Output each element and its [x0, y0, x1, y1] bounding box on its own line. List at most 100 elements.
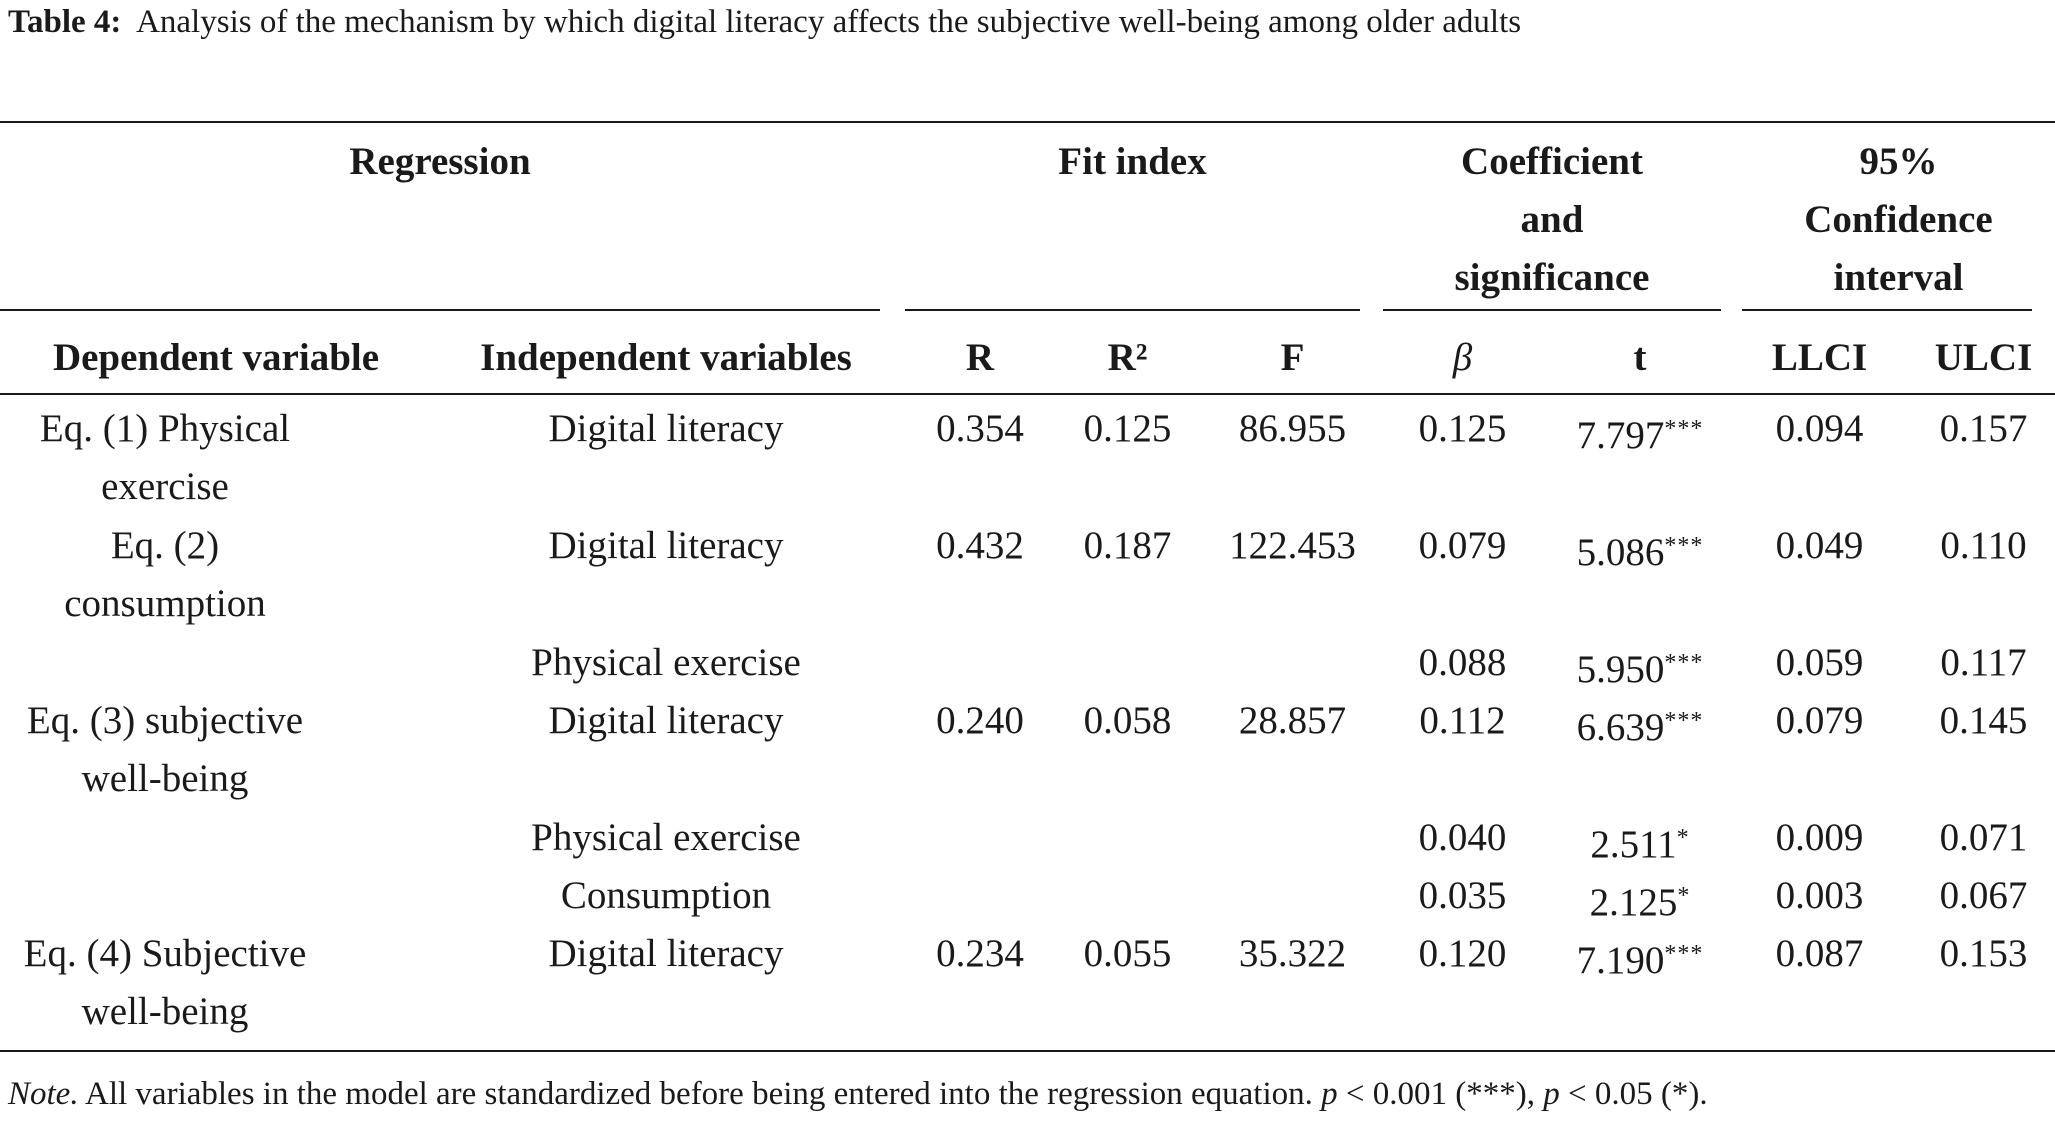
- cell-llci: 0.049: [1775, 524, 1864, 567]
- cell-independent-variable: Physical exercise: [531, 641, 801, 684]
- dependent-variable-line: Eq. (2): [110, 524, 220, 567]
- header-coefficient: Coefficient and significance: [1383, 133, 1721, 307]
- cell-r-squared: 0.187: [1083, 524, 1172, 567]
- rule-confidence-interval: [1742, 309, 2032, 311]
- cell-independent-variable: Digital literacy: [548, 407, 784, 450]
- cell-independent-variable: Digital literacy: [548, 699, 784, 742]
- cell-r-squared: 0.058: [1083, 699, 1172, 742]
- header-ci-line2: Confidence: [1804, 198, 1993, 241]
- cell-t: 7.797***: [1540, 400, 1740, 465]
- note-p1-text: < 0.001 (***),: [1345, 1076, 1535, 1112]
- table-note: Note. All variables in the model are sta…: [8, 1072, 1708, 1116]
- table-top-rule: [0, 121, 2055, 123]
- significance-stars: ***: [1664, 416, 1704, 442]
- col-f: F: [1280, 336, 1305, 379]
- cell-f: 86.955: [1238, 407, 1347, 450]
- cell-llci: 0.059: [1775, 641, 1864, 684]
- header-coefficient-line3: significance: [1454, 256, 1650, 299]
- cell-beta: 0.035: [1418, 874, 1507, 917]
- rule-regression: [0, 309, 880, 311]
- cell-llci: 0.094: [1775, 407, 1864, 450]
- cell-llci: 0.079: [1775, 699, 1864, 742]
- col-ulci: ULCI: [1934, 336, 2033, 379]
- significance-stars: ***: [1664, 650, 1704, 676]
- rule-fit-index: [905, 309, 1360, 311]
- cell-t: 7.190***: [1540, 925, 1740, 990]
- col-beta: β: [1452, 336, 1473, 379]
- cell-beta: 0.040: [1418, 816, 1507, 859]
- cell-f: 35.322: [1238, 932, 1347, 975]
- cell-r: 0.432: [936, 524, 1024, 567]
- note-label: Note.: [8, 1076, 79, 1112]
- significance-stars: *: [1676, 825, 1690, 851]
- dependent-variable-line: consumption: [64, 582, 266, 625]
- cell-f: 122.453: [1229, 524, 1356, 567]
- header-bottom-rule: [0, 393, 2055, 395]
- cell-ulci: 0.157: [1939, 407, 2028, 450]
- cell-ulci: 0.153: [1939, 932, 2028, 975]
- header-confidence-interval: 95% Confidence interval: [1742, 133, 2055, 307]
- significance-stars: ***: [1664, 708, 1704, 734]
- header-fit-index: Fit index: [1058, 140, 1207, 183]
- cell-ulci: 0.145: [1939, 699, 2028, 742]
- cell-beta: 0.125: [1418, 407, 1507, 450]
- note-p2-text: < 0.05 (*).: [1568, 1076, 1708, 1112]
- header-ci-line3: interval: [1833, 256, 1964, 299]
- cell-t: 2.511*: [1540, 809, 1740, 874]
- note-p1: p: [1321, 1076, 1338, 1112]
- header-ci-line1: 95%: [1859, 140, 1938, 183]
- cell-beta: 0.079: [1418, 524, 1507, 567]
- cell-independent-variable: Physical exercise: [531, 816, 801, 859]
- cell-ulci: 0.067: [1939, 874, 2028, 917]
- dependent-variable-line: Eq. (3) subjective: [26, 699, 304, 742]
- cell-t: 5.086***: [1540, 517, 1740, 582]
- note-p2: p: [1543, 1076, 1560, 1112]
- t-value: 5.950: [1576, 648, 1665, 691]
- dependent-variable-line: well-being: [81, 990, 249, 1033]
- cell-beta: 0.120: [1418, 932, 1507, 975]
- dependent-variable-line: Eq. (1) Physical: [39, 407, 291, 450]
- header-coefficient-line2: and: [1520, 198, 1584, 241]
- cell-independent-variable: Consumption: [560, 874, 772, 917]
- cell-beta: 0.112: [1419, 699, 1506, 742]
- header-regression: Regression: [349, 140, 531, 183]
- col-t: t: [1633, 336, 1647, 379]
- cell-r-squared: 0.055: [1083, 932, 1172, 975]
- cell-ulci: 0.071: [1939, 816, 2028, 859]
- rule-coefficient: [1383, 309, 1721, 311]
- cell-f: 28.857: [1238, 699, 1347, 742]
- table-bottom-rule: [0, 1050, 2055, 1052]
- cell-r-squared: 0.125: [1083, 407, 1172, 450]
- cell-beta: 0.088: [1418, 641, 1507, 684]
- cell-r: 0.240: [936, 699, 1024, 742]
- t-value: 2.511: [1590, 823, 1677, 866]
- col-independent-variables: Independent variables: [480, 336, 852, 379]
- t-value: 5.086: [1576, 531, 1665, 574]
- col-r: R: [965, 336, 995, 379]
- header-coefficient-line1: Coefficient: [1461, 140, 1643, 183]
- t-value: 6.639: [1576, 706, 1665, 749]
- cell-dependent-variable: Eq. (4) Subjective well-being: [0, 925, 330, 1041]
- table-title: Analysis of the mechanism by which digit…: [136, 4, 1522, 40]
- t-value: 2.125: [1589, 881, 1678, 924]
- dependent-variable-line: well-being: [81, 757, 249, 800]
- t-value: 7.797: [1576, 414, 1665, 457]
- cell-ulci: 0.117: [1940, 641, 2027, 684]
- cell-r: 0.234: [936, 932, 1024, 975]
- significance-stars: ***: [1664, 941, 1704, 967]
- note-text: All variables in the model are standardi…: [85, 1076, 1313, 1112]
- col-dependent-variable: Dependent variable: [52, 336, 380, 379]
- cell-t: 6.639***: [1540, 692, 1740, 757]
- table-label: Table 4:: [8, 4, 122, 40]
- cell-llci: 0.003: [1775, 874, 1864, 917]
- dependent-variable-line: Eq. (4) Subjective: [23, 932, 307, 975]
- dependent-variable-line: exercise: [101, 465, 229, 508]
- significance-stars: *: [1677, 883, 1691, 909]
- cell-llci: 0.087: [1775, 932, 1864, 975]
- col-r-squared: R²: [1107, 336, 1148, 379]
- cell-r: 0.354: [936, 407, 1024, 450]
- table-caption: Table 4: Analysis of the mechanism by wh…: [8, 2, 1521, 42]
- cell-t: 2.125*: [1540, 867, 1740, 932]
- cell-dependent-variable: Eq. (2) consumption: [0, 517, 330, 633]
- significance-stars: ***: [1664, 533, 1704, 559]
